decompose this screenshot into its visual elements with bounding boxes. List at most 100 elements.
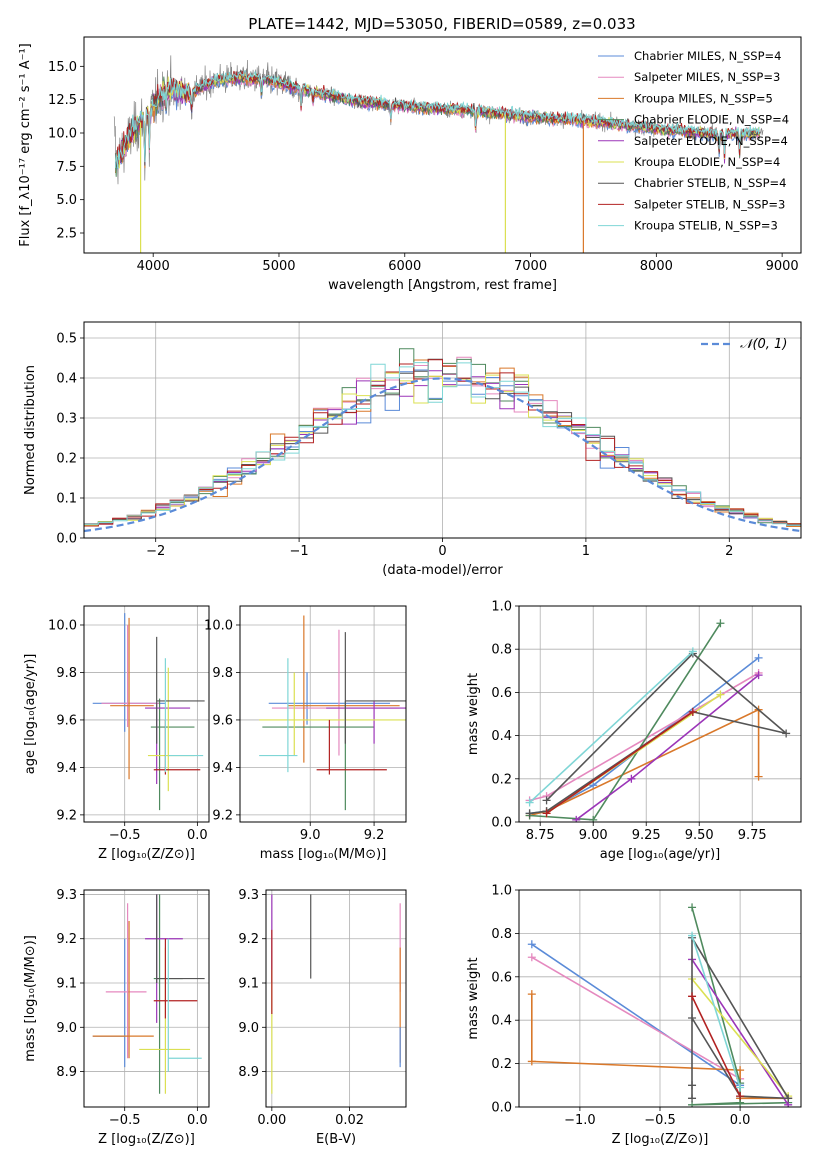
residuals-ytick-label: 0.0 — [56, 532, 77, 547]
mw_vs_Z-line-1 — [531, 956, 741, 1080]
mass_vs_EBV-ytick-label: 9.1 — [238, 977, 259, 992]
legend-label-5: Kroupa ELODIE, N_SSP=4 — [634, 155, 780, 169]
mw_vs_Z-ytick-label: 0.2 — [491, 1057, 512, 1072]
spectrum-frame — [83, 36, 802, 254]
mw_vs_age-xtick-label: 9.25 — [632, 828, 661, 843]
figure-title: PLATE=1442, MJD=53050, FIBERID=0589, z=0… — [248, 15, 635, 33]
age_vs_mass-ytick-label: 9.4 — [212, 761, 233, 776]
mw_vs_Z-frame — [518, 889, 802, 1108]
panel-age_vs_Z: −0.5 0.0 9.2 9.4 9.6 9.8 10.0 Z [log₁₀(Z/Z⊙)] ag… — [23, 605, 210, 862]
mass_vs_Z-ytick-label: 9.2 — [56, 932, 77, 947]
spectrum-xlabel: wavelength [Angstrom, rest frame] — [328, 278, 557, 293]
spectrum-legend: Chabrier MILES, N_SSP=4 Salpeter MILES, N… — [598, 49, 789, 233]
age_vs_Z-plot-area — [84, 606, 209, 822]
residual-legend-label: 𝒩(0, 1) — [740, 337, 787, 352]
spectrum-xtick-label: 4000 — [137, 259, 170, 274]
mw_vs_Z-point-8-1 — [736, 1083, 745, 1092]
mw_vs_Z-point-2-1 — [527, 1057, 536, 1066]
spectrum-xtick-label: 9000 — [766, 259, 799, 274]
mw_vs_age-line-4 — [575, 674, 760, 821]
mw_vs_age-ytick-label: 1.0 — [491, 600, 512, 615]
legend-label-2: Kroupa MILES, N_SSP=5 — [634, 91, 773, 105]
mw_vs_age-point-0-3 — [754, 653, 763, 662]
legend-label-4: Salpeter ELODIE, N_SSP=4 — [634, 134, 788, 148]
mass_vs_Z-ytick-label: 9.1 — [56, 977, 77, 992]
mass_vs_EBV-ytick-label: 9.3 — [238, 888, 259, 903]
mw_vs_Z-ytick-label: 0.0 — [491, 1101, 512, 1116]
mw_vs_Z-xtick-label: 0.0 — [730, 1113, 751, 1128]
mw_vs_age-xtick-label: 9.75 — [738, 828, 767, 843]
mass_vs_Z-ytick-label: 9.0 — [56, 1021, 77, 1036]
mw_vs_age-ytick-label: 0.0 — [491, 816, 512, 831]
spectrum-plot-area — [113, 55, 764, 253]
mw_vs_age-point-4-2 — [754, 671, 763, 680]
mass_vs_EBV-ytick-label: 9.0 — [238, 1021, 259, 1036]
spectrum-xtick-label: 7000 — [514, 259, 547, 274]
mw_vs_Z-ylabel: mass weight — [466, 957, 481, 1039]
mass_vs_EBV-xtick-label: 0.00 — [257, 1113, 286, 1128]
mw_vs_Z-ytick-label: 1.0 — [491, 884, 512, 899]
residuals-xtick-label: 1 — [582, 544, 590, 559]
mw_vs_Z-point-0-0 — [527, 940, 536, 949]
spectrum-ytick-label: 12.5 — [48, 93, 77, 108]
mw_vs_age-xtick-label: 8.75 — [526, 828, 555, 843]
age_vs_Z-ytick-label: 9.4 — [56, 761, 77, 776]
mw_vs_Z-line-8 — [691, 935, 741, 1088]
mass_vs_EBV-xtick-label: 0.02 — [335, 1113, 364, 1128]
mw_vs_age-line-2 — [529, 708, 760, 817]
residuals-plot-area — [84, 322, 801, 538]
age_vs_Z-ytick-label: 9.2 — [56, 808, 77, 823]
mass_vs_Z-frame — [83, 889, 210, 1108]
mass_vs_Z-xlabel: Z [log₁₀(Z/Z⊙)] — [98, 1132, 195, 1147]
residuals-xlabel: (data-model)/error — [382, 563, 503, 578]
mw_vs_Z-plot-area — [519, 890, 801, 1107]
mw_vs_age-ylabel: mass weight — [466, 673, 481, 755]
mw_vs_Z-point-2-2 — [736, 1066, 745, 1075]
mw_vs_Z-ytick-label: 0.8 — [491, 927, 512, 942]
mass_vs_EBV-ytick-label: 9.2 — [238, 932, 259, 947]
mw_vs_Z-point-1-0 — [527, 953, 536, 962]
mw_vs_age-point-7-1 — [688, 707, 697, 716]
panel-mw_vs_age: 8.75 9.00 9.25 9.50 9.75 0.0 0.2 0.4 0.6 0.8 1.0 ag… — [466, 600, 802, 862]
mw_vs_Z-point-8-0 — [688, 931, 697, 940]
mw_vs_Z-point-2-0 — [527, 990, 536, 999]
mw_vs_age-point-2-3 — [754, 772, 763, 781]
age_vs_mass-frame — [239, 605, 407, 823]
spectrum-xtick-label: 5000 — [262, 259, 295, 274]
spectrum-xtick-label: 8000 — [640, 259, 673, 274]
mw_vs_Z-point-6-2 — [784, 1094, 793, 1103]
mw_vs_age-ytick-label: 0.8 — [491, 643, 512, 658]
mass_vs_EBV-ytick-label: 8.9 — [238, 1065, 259, 1080]
panel-residuals: −2 −1 0 1 2 0.0 0.1 0.2 0.3 0.4 0.5 (data-model)/er… — [23, 321, 802, 578]
residuals-xtick-label: 2 — [725, 544, 733, 559]
mw_vs_Z-point-6-0 — [688, 1014, 697, 1023]
legend-label-0: Chabrier MILES, N_SSP=4 — [634, 49, 781, 63]
age_vs_mass-xtick-label: 9.2 — [364, 828, 385, 843]
age_vs_Z-xtick-label: −0.5 — [109, 828, 141, 843]
mass_vs_Z-plot-area — [84, 890, 209, 1107]
mw_vs_age-point-8-0 — [525, 798, 534, 807]
mw_vs_age-point-3-1 — [589, 815, 598, 822]
residuals-frame — [83, 321, 802, 539]
mass_vs_EBV-frame — [265, 889, 407, 1108]
mw_vs_age-point-7-0 — [542, 809, 551, 818]
panel-spectrum: 4000 5000 6000 7000 8000 9000 2.5 5.0 7.5 10.0 12.… — [18, 36, 802, 293]
mass_vs_Z-ytick-label: 8.9 — [56, 1065, 77, 1080]
age_vs_mass-xlabel: mass [log₁₀(M/M⊙)] — [260, 847, 387, 862]
legend-label-7: Salpeter STELIB, N_SSP=3 — [634, 197, 785, 211]
legend-label-6: Chabrier STELIB, N_SSP=4 — [634, 176, 786, 190]
mw_vs_age-line-6 — [529, 652, 787, 815]
mass_vs_Z-ylabel: mass [log₁₀(M/M⊙)] — [23, 935, 38, 1062]
legend-label-3: Chabrier ELODIE, N_SSP=4 — [634, 113, 789, 127]
residuals-xtick-label: 0 — [438, 544, 446, 559]
mw_vs_age-point-8-1 — [688, 647, 697, 656]
age_vs_mass-xtick-label: 9.0 — [300, 828, 321, 843]
mass_vs_Z-ytick-label: 9.3 — [56, 888, 77, 903]
mass_vs_Z-xtick-label: 0.0 — [187, 1113, 208, 1128]
mass_vs_EBV-xlabel: E(B-V) — [316, 1132, 356, 1147]
age_vs_mass-plot-area — [240, 606, 406, 822]
legend-label-8: Kroupa STELIB, N_SSP=3 — [634, 219, 778, 233]
age_vs_mass-ytick-label: 9.8 — [212, 666, 233, 681]
age_vs_Z-ytick-label: 10.0 — [48, 618, 77, 633]
residuals-ytick-label: 0.4 — [56, 372, 77, 387]
